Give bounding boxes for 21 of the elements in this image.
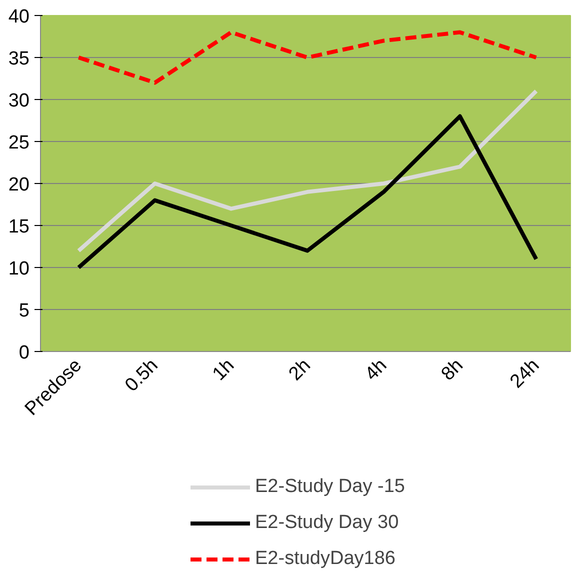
y-tick-label: 20 bbox=[8, 174, 30, 196]
x-tick-label: 4h bbox=[361, 355, 392, 385]
x-tick-label: 8h bbox=[438, 355, 468, 385]
y-tick-label: 25 bbox=[8, 132, 30, 154]
y-tick-label: 40 bbox=[8, 6, 30, 28]
x-tick-label: 2h bbox=[285, 355, 315, 385]
y-tick-label: 35 bbox=[8, 48, 30, 70]
x-tick-label: 0.5h bbox=[121, 355, 162, 396]
line-series bbox=[76, 30, 538, 85]
y-tick-label: 15 bbox=[8, 216, 30, 238]
x-tick-label: 1h bbox=[208, 355, 239, 385]
y-tick-label: 5 bbox=[18, 300, 30, 322]
y-tick-label: 10 bbox=[8, 258, 30, 280]
y-tick-label: 0 bbox=[18, 342, 30, 364]
y-tick-label: 30 bbox=[8, 90, 30, 112]
legend-label: E2-Study Day 30 bbox=[255, 512, 399, 534]
line-series bbox=[76, 89, 538, 253]
legend-label: E2-Study Day -15 bbox=[255, 476, 405, 498]
legend-label: E2-studyDay186 bbox=[255, 548, 396, 570]
line-series bbox=[76, 114, 538, 270]
x-tick-label: 24h bbox=[506, 355, 544, 392]
